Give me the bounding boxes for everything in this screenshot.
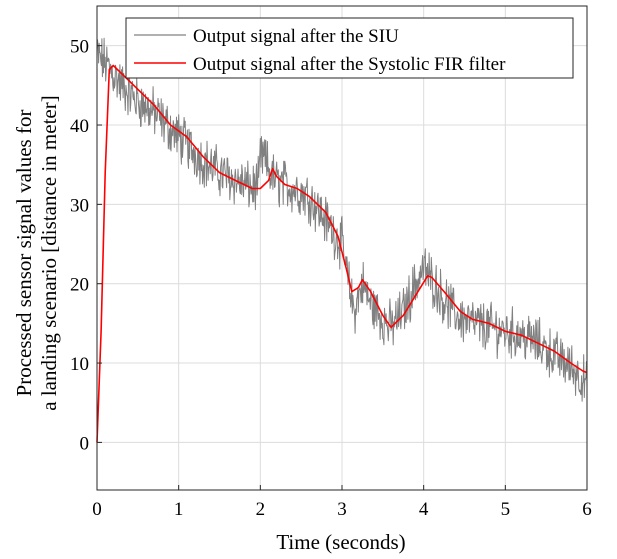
y-tick-label-3: 30 [70,195,89,216]
y-tick-label-5: 50 [70,37,89,58]
legend-label-siu: Output signal after the SIU [193,26,399,47]
x-axis-label: Time (seconds) [276,530,405,554]
series-line-0 [96,37,588,402]
x-tick-label-0: 0 [92,499,102,520]
legend-box [125,17,574,79]
legend-label-fir: Output signal after the Systolic FIR fil… [193,54,506,75]
y-tick-label-1: 10 [70,354,89,375]
series-line-1 [96,64,588,443]
x-tick-label-4: 4 [419,499,429,520]
x-tick-label-5: 5 [501,499,511,520]
x-tick-label-1: 1 [174,499,184,520]
y-axis-label-line-1: Processed sensor signal values for [12,110,36,397]
plot-area [96,37,588,443]
y-tick-label-4: 40 [70,116,89,137]
y-axis-label-line-2: a landing scenario [distance in meter] [37,95,61,410]
x-tick-label-3: 3 [337,499,347,520]
y-tick-label-0: 0 [80,433,90,454]
x-tick-label-2: 2 [256,499,266,520]
axis-ticks: 0 1 2 3 4 5 6 0 10 20 30 40 50 [70,37,592,520]
x-tick-label-6: 6 [582,499,592,520]
legend: Output signal after the SIU Output signa… [125,17,574,79]
y-tick-label-2: 20 [70,275,89,296]
